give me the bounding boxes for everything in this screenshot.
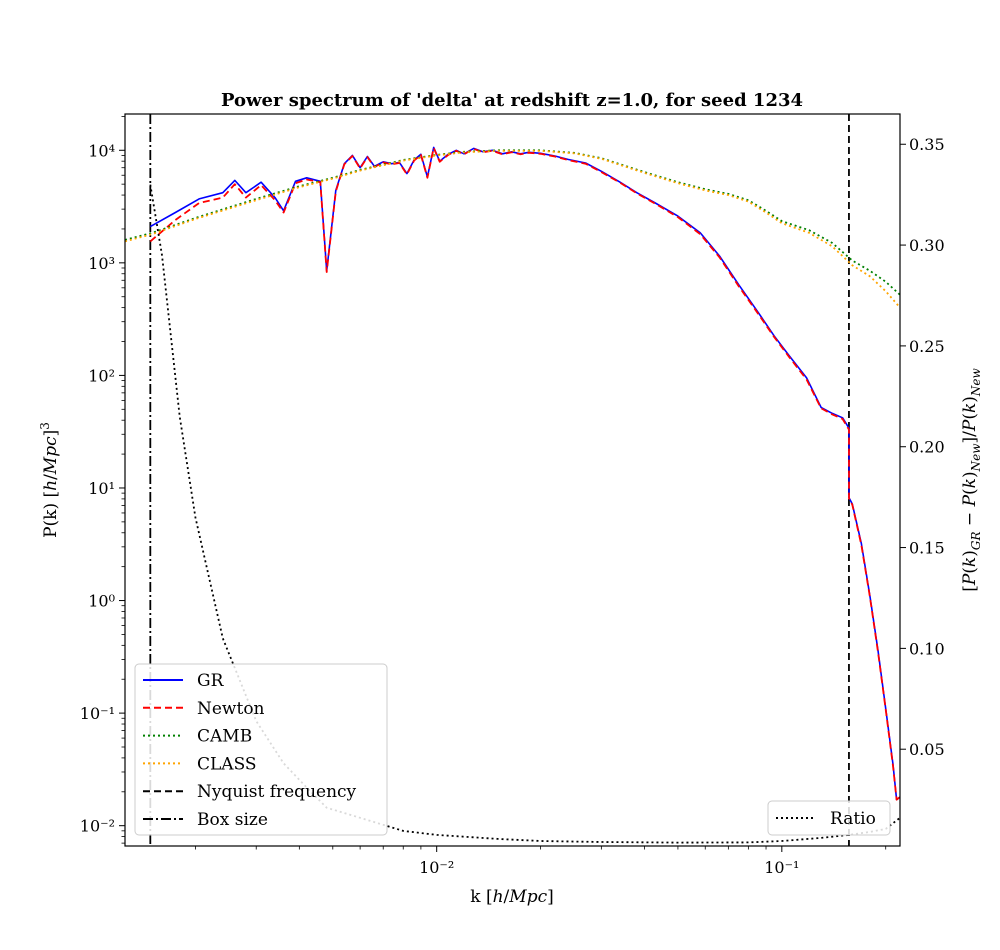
x-axis-label: k [h/Mpc] [470, 887, 553, 907]
y-tick-label: 10² [88, 366, 115, 385]
y-right-tick-label: 0.15 [909, 539, 945, 558]
y-right-tick-label: 0.35 [909, 135, 945, 154]
y-axis-right-label: [P(k)GR − P(k)New]/P(k)New [960, 367, 983, 591]
legend-label-class: CLASS [197, 754, 257, 774]
legend-label-nyquist-frequency: Nyquist frequency [197, 782, 357, 802]
y-axis-label: P(k) [h/Mpc]3 [38, 422, 61, 538]
chart-title: Power spectrum of 'delta' at redshift z=… [221, 90, 803, 111]
y-right-tick-label: 0.20 [909, 438, 945, 457]
legend-label-box-size: Box size [197, 810, 268, 830]
ratio-series-line [149, 184, 900, 844]
y-tick-label: 10⁴ [88, 141, 115, 160]
y-tick-label: 10⁻¹ [80, 704, 115, 723]
plot-area [125, 114, 900, 846]
legend-label-newton: Newton [197, 699, 265, 719]
y-tick-label: 10¹ [88, 479, 115, 498]
legend-main: GR Newton CAMB CLASS Nyquist frequency Box si… [134, 663, 388, 836]
plot-frame [124, 113, 901, 847]
class-series-line [125, 149, 900, 309]
x-tick-label: 10⁻¹ [764, 858, 799, 877]
legend-label-ratio: Ratio [830, 809, 876, 829]
legend-ratio: Ratio [767, 800, 891, 836]
y-tick-label: 10³ [88, 254, 115, 273]
y-right-tick-label: 0.30 [909, 236, 945, 255]
legend-label-camb: CAMB [197, 727, 252, 747]
y-right-tick-label: 0.25 [909, 337, 945, 356]
y-right-tick-label: 0.05 [909, 740, 945, 759]
x-tick-label: 10⁻² [419, 858, 454, 877]
camb-series-line [125, 149, 900, 296]
y-right-tick-label: 0.10 [909, 639, 945, 658]
legend-ratio-box [767, 800, 891, 836]
y-tick-label: 10⁰ [88, 592, 115, 611]
legend-label-gr: GR [197, 671, 225, 691]
y-tick-label: 10⁻² [80, 817, 115, 836]
legend-main-box [134, 663, 388, 836]
newton-series-line [149, 146, 900, 801]
axis-ticks: 10⁻² 10⁻¹ 10⁴ 10³ 10² 10¹ 10⁰ 10⁻¹ 10⁻² 0.35 0.30 0… [80, 115, 945, 877]
